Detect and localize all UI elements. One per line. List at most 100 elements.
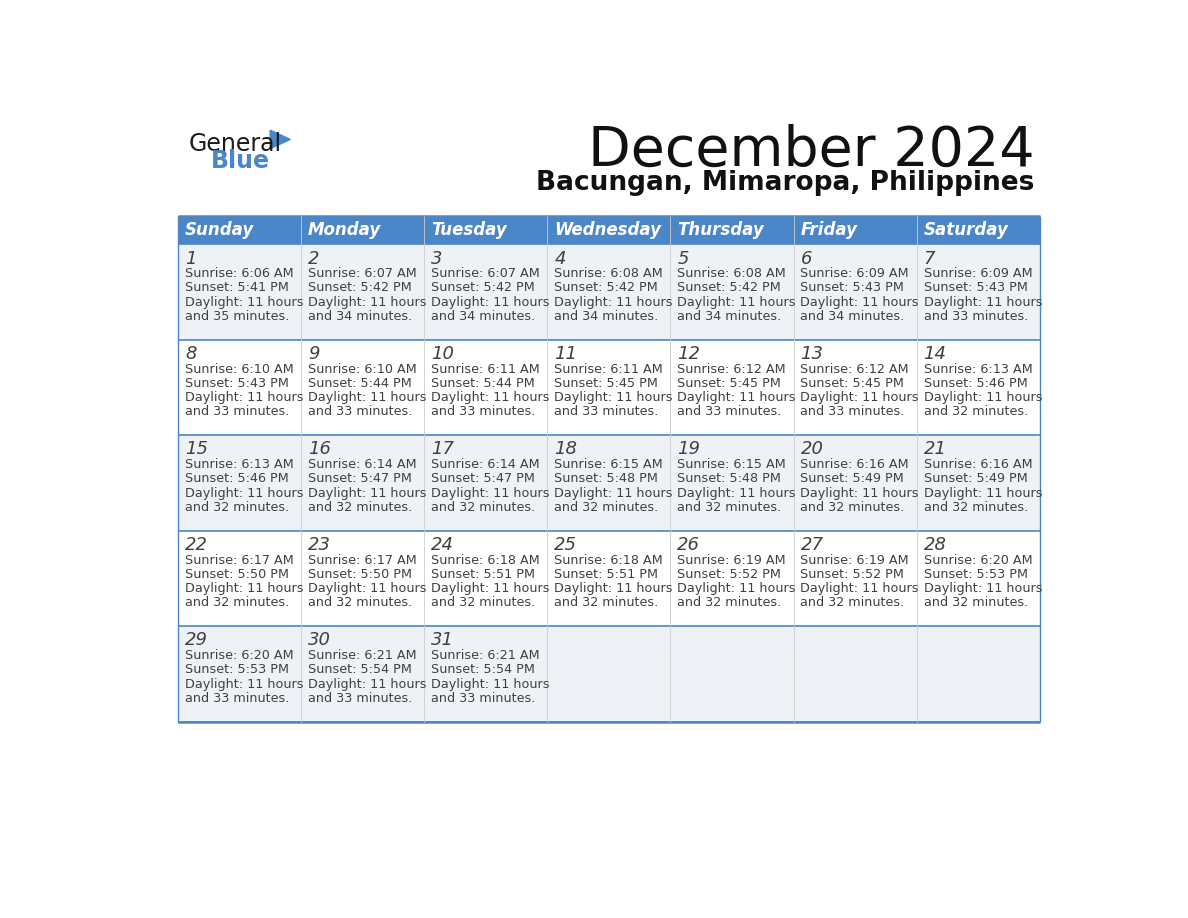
- Text: Sunset: 5:50 PM: Sunset: 5:50 PM: [308, 568, 412, 581]
- Text: Bacungan, Mimaropa, Philippines: Bacungan, Mimaropa, Philippines: [536, 170, 1035, 196]
- Text: Daylight: 11 hours: Daylight: 11 hours: [923, 487, 1042, 499]
- Text: and 33 minutes.: and 33 minutes.: [185, 692, 290, 705]
- Text: Sunset: 5:46 PM: Sunset: 5:46 PM: [185, 473, 289, 486]
- Text: Sunset: 5:43 PM: Sunset: 5:43 PM: [185, 377, 289, 390]
- Text: 2: 2: [308, 250, 320, 267]
- Text: 7: 7: [923, 250, 935, 267]
- Text: and 33 minutes.: and 33 minutes.: [555, 406, 658, 419]
- Text: Daylight: 11 hours: Daylight: 11 hours: [801, 582, 920, 595]
- Text: Saturday: Saturday: [923, 220, 1009, 239]
- Text: Daylight: 11 hours: Daylight: 11 hours: [677, 296, 796, 308]
- Text: Daylight: 11 hours: Daylight: 11 hours: [431, 487, 550, 499]
- Text: Sunset: 5:46 PM: Sunset: 5:46 PM: [923, 377, 1028, 390]
- Bar: [670, 217, 794, 244]
- Text: 18: 18: [555, 441, 577, 458]
- Text: Sunrise: 6:15 AM: Sunrise: 6:15 AM: [677, 458, 786, 471]
- Text: 15: 15: [185, 441, 208, 458]
- Text: 24: 24: [431, 536, 454, 554]
- Text: 29: 29: [185, 632, 208, 649]
- Text: Sunset: 5:49 PM: Sunset: 5:49 PM: [923, 473, 1028, 486]
- Text: Sunset: 5:50 PM: Sunset: 5:50 PM: [185, 568, 289, 581]
- Text: Sunset: 5:47 PM: Sunset: 5:47 PM: [308, 473, 412, 486]
- Text: Sunset: 5:45 PM: Sunset: 5:45 PM: [677, 377, 782, 390]
- Text: Daylight: 11 hours: Daylight: 11 hours: [431, 391, 550, 404]
- Text: and 32 minutes.: and 32 minutes.: [555, 501, 658, 514]
- Text: 12: 12: [677, 345, 701, 363]
- Text: and 34 minutes.: and 34 minutes.: [801, 310, 905, 323]
- Text: and 32 minutes.: and 32 minutes.: [677, 597, 782, 610]
- Text: and 32 minutes.: and 32 minutes.: [185, 501, 289, 514]
- Text: Sunrise: 6:18 AM: Sunrise: 6:18 AM: [555, 554, 663, 566]
- Text: and 32 minutes.: and 32 minutes.: [801, 597, 905, 610]
- Text: 19: 19: [677, 441, 701, 458]
- Bar: [794, 217, 917, 244]
- Text: Daylight: 11 hours: Daylight: 11 hours: [308, 296, 426, 308]
- Text: Sunrise: 6:17 AM: Sunrise: 6:17 AM: [308, 554, 417, 566]
- Text: and 34 minutes.: and 34 minutes.: [308, 310, 412, 323]
- Text: Sunset: 5:48 PM: Sunset: 5:48 PM: [555, 473, 658, 486]
- Text: Daylight: 11 hours: Daylight: 11 hours: [677, 391, 796, 404]
- Text: and 32 minutes.: and 32 minutes.: [801, 501, 905, 514]
- Text: 4: 4: [555, 250, 565, 267]
- Text: Sunrise: 6:08 AM: Sunrise: 6:08 AM: [555, 267, 663, 280]
- Text: Sunset: 5:45 PM: Sunset: 5:45 PM: [555, 377, 658, 390]
- Text: and 32 minutes.: and 32 minutes.: [677, 501, 782, 514]
- Text: Sunday: Sunday: [185, 220, 254, 239]
- Text: Sunset: 5:52 PM: Sunset: 5:52 PM: [801, 568, 904, 581]
- Text: Daylight: 11 hours: Daylight: 11 hours: [431, 296, 550, 308]
- Text: and 35 minutes.: and 35 minutes.: [185, 310, 290, 323]
- Text: and 32 minutes.: and 32 minutes.: [923, 597, 1028, 610]
- Text: Daylight: 11 hours: Daylight: 11 hours: [308, 391, 426, 404]
- Text: Sunset: 5:51 PM: Sunset: 5:51 PM: [431, 568, 535, 581]
- Text: Sunrise: 6:06 AM: Sunrise: 6:06 AM: [185, 267, 293, 280]
- Text: Daylight: 11 hours: Daylight: 11 hours: [308, 582, 426, 595]
- Text: Daylight: 11 hours: Daylight: 11 hours: [923, 391, 1042, 404]
- Text: and 33 minutes.: and 33 minutes.: [431, 692, 536, 705]
- Text: Sunrise: 6:13 AM: Sunrise: 6:13 AM: [185, 458, 293, 471]
- Text: Sunrise: 6:14 AM: Sunrise: 6:14 AM: [308, 458, 417, 471]
- Text: and 34 minutes.: and 34 minutes.: [677, 310, 782, 323]
- Text: 28: 28: [923, 536, 947, 554]
- Text: Sunrise: 6:19 AM: Sunrise: 6:19 AM: [801, 554, 909, 566]
- Text: Sunset: 5:53 PM: Sunset: 5:53 PM: [923, 568, 1028, 581]
- Text: General: General: [189, 131, 282, 156]
- Text: Sunrise: 6:10 AM: Sunrise: 6:10 AM: [308, 363, 417, 375]
- Text: Sunrise: 6:15 AM: Sunrise: 6:15 AM: [555, 458, 663, 471]
- Text: and 32 minutes.: and 32 minutes.: [923, 501, 1028, 514]
- Text: Daylight: 11 hours: Daylight: 11 hours: [801, 487, 920, 499]
- Text: Daylight: 11 hours: Daylight: 11 hours: [185, 296, 303, 308]
- Text: and 34 minutes.: and 34 minutes.: [555, 310, 658, 323]
- Bar: [548, 217, 670, 244]
- Text: 31: 31: [431, 632, 454, 649]
- Text: December 2024: December 2024: [588, 124, 1035, 178]
- Text: Daylight: 11 hours: Daylight: 11 hours: [185, 582, 303, 595]
- Text: 23: 23: [308, 536, 331, 554]
- Text: Sunrise: 6:13 AM: Sunrise: 6:13 AM: [923, 363, 1032, 375]
- Text: Sunset: 5:44 PM: Sunset: 5:44 PM: [308, 377, 412, 390]
- Text: and 32 minutes.: and 32 minutes.: [431, 501, 536, 514]
- Text: Sunset: 5:42 PM: Sunset: 5:42 PM: [308, 282, 412, 295]
- Text: Blue: Blue: [210, 149, 270, 173]
- Text: and 33 minutes.: and 33 minutes.: [431, 406, 536, 419]
- Text: Daylight: 11 hours: Daylight: 11 hours: [555, 582, 672, 595]
- Text: Sunset: 5:43 PM: Sunset: 5:43 PM: [801, 282, 904, 295]
- Text: 27: 27: [801, 536, 823, 554]
- Text: 3: 3: [431, 250, 443, 267]
- Text: and 32 minutes.: and 32 minutes.: [431, 597, 536, 610]
- Text: Friday: Friday: [801, 220, 858, 239]
- Text: and 33 minutes.: and 33 minutes.: [923, 310, 1028, 323]
- Text: Thursday: Thursday: [677, 220, 764, 239]
- Bar: [178, 217, 301, 244]
- Text: Sunrise: 6:16 AM: Sunrise: 6:16 AM: [923, 458, 1032, 471]
- Text: Sunrise: 6:21 AM: Sunrise: 6:21 AM: [308, 649, 417, 662]
- Text: Daylight: 11 hours: Daylight: 11 hours: [185, 487, 303, 499]
- Text: 26: 26: [677, 536, 701, 554]
- Text: Sunset: 5:51 PM: Sunset: 5:51 PM: [555, 568, 658, 581]
- Text: Sunset: 5:54 PM: Sunset: 5:54 PM: [431, 664, 535, 677]
- Text: Sunset: 5:42 PM: Sunset: 5:42 PM: [677, 282, 782, 295]
- Text: Daylight: 11 hours: Daylight: 11 hours: [555, 391, 672, 404]
- Text: Sunrise: 6:07 AM: Sunrise: 6:07 AM: [431, 267, 539, 280]
- Text: Sunset: 5:44 PM: Sunset: 5:44 PM: [431, 377, 535, 390]
- Text: Daylight: 11 hours: Daylight: 11 hours: [555, 487, 672, 499]
- Text: Sunrise: 6:21 AM: Sunrise: 6:21 AM: [431, 649, 539, 662]
